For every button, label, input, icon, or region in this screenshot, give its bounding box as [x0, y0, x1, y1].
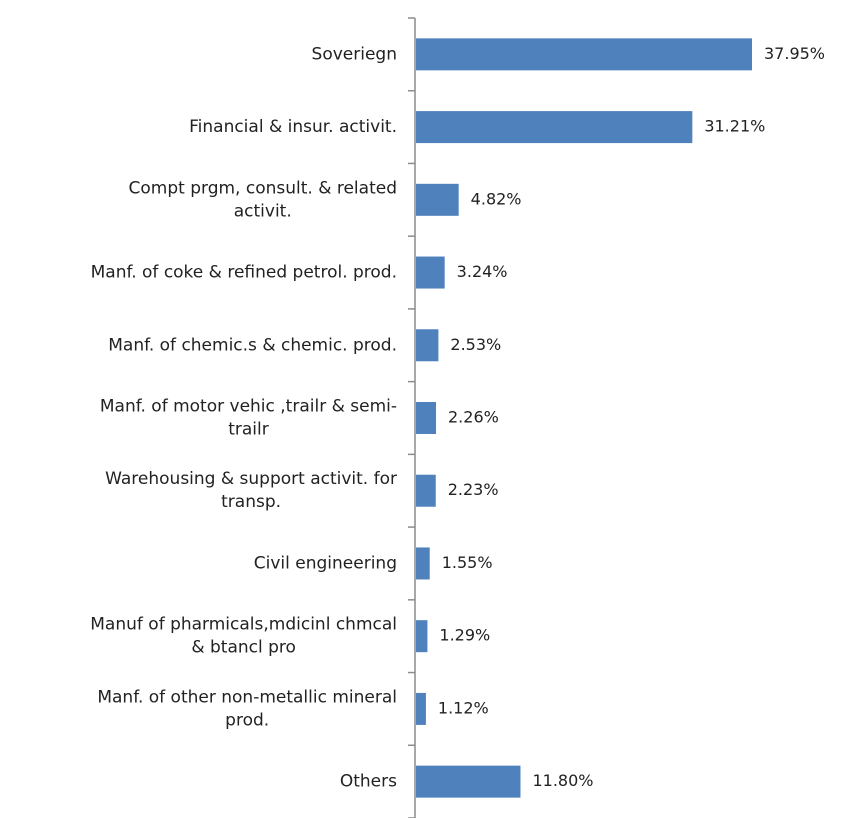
axis-ticks	[408, 17, 415, 818]
category-label: Compt prgm, consult. & related activit.	[129, 178, 397, 221]
category-label: Soveriegn	[312, 44, 397, 64]
data-label: 2.26%	[448, 408, 499, 427]
category-label: Warehousing & support activit. for transp…	[105, 469, 397, 512]
bar	[416, 765, 521, 798]
category-label: Others	[340, 772, 397, 792]
category-label: Manf. of chemic.s & chemic. prod.	[108, 335, 397, 355]
category-label: Manf. of motor vehic ,trailr & semi-trai…	[100, 397, 397, 440]
value-labels: 37.95% 31.21% 4.82% 3.24% 2.53% 2.26% 2.23% 1.5…	[438, 44, 825, 790]
bar	[416, 692, 426, 725]
category-label: Financial & insur. activit.	[189, 117, 397, 137]
bar	[416, 620, 428, 653]
bar	[416, 402, 437, 434]
category-labels: Soveriegn Financial & insur. activit. Comp…	[90, 44, 397, 791]
data-label: 1.29%	[439, 626, 490, 645]
category-label: Manuf of pharmicals,mdicinl chmcal & btan…	[90, 615, 397, 658]
data-label: 2.23%	[448, 480, 499, 499]
data-label: 4.82%	[471, 189, 522, 208]
category-label: Manf. of other non-metallic mineral prod.	[97, 687, 397, 730]
bar	[416, 474, 436, 507]
category-label: Civil engineering	[254, 553, 397, 573]
data-label: 37.95%	[764, 44, 825, 63]
bars-group	[416, 38, 752, 798]
data-label: 2.53%	[450, 335, 501, 354]
category-label: Manf. of coke & refined petrol. prod.	[91, 263, 397, 283]
data-label: 3.24%	[457, 262, 508, 281]
bar	[416, 183, 459, 216]
data-label: 1.12%	[438, 698, 489, 717]
bar	[416, 111, 693, 144]
bar	[416, 329, 439, 362]
bar	[416, 38, 752, 71]
bar	[416, 547, 430, 580]
data-label: 11.80%	[532, 771, 593, 790]
data-label: 31.21%	[704, 117, 765, 136]
bar	[416, 256, 445, 289]
data-label: 1.55%	[442, 553, 493, 572]
